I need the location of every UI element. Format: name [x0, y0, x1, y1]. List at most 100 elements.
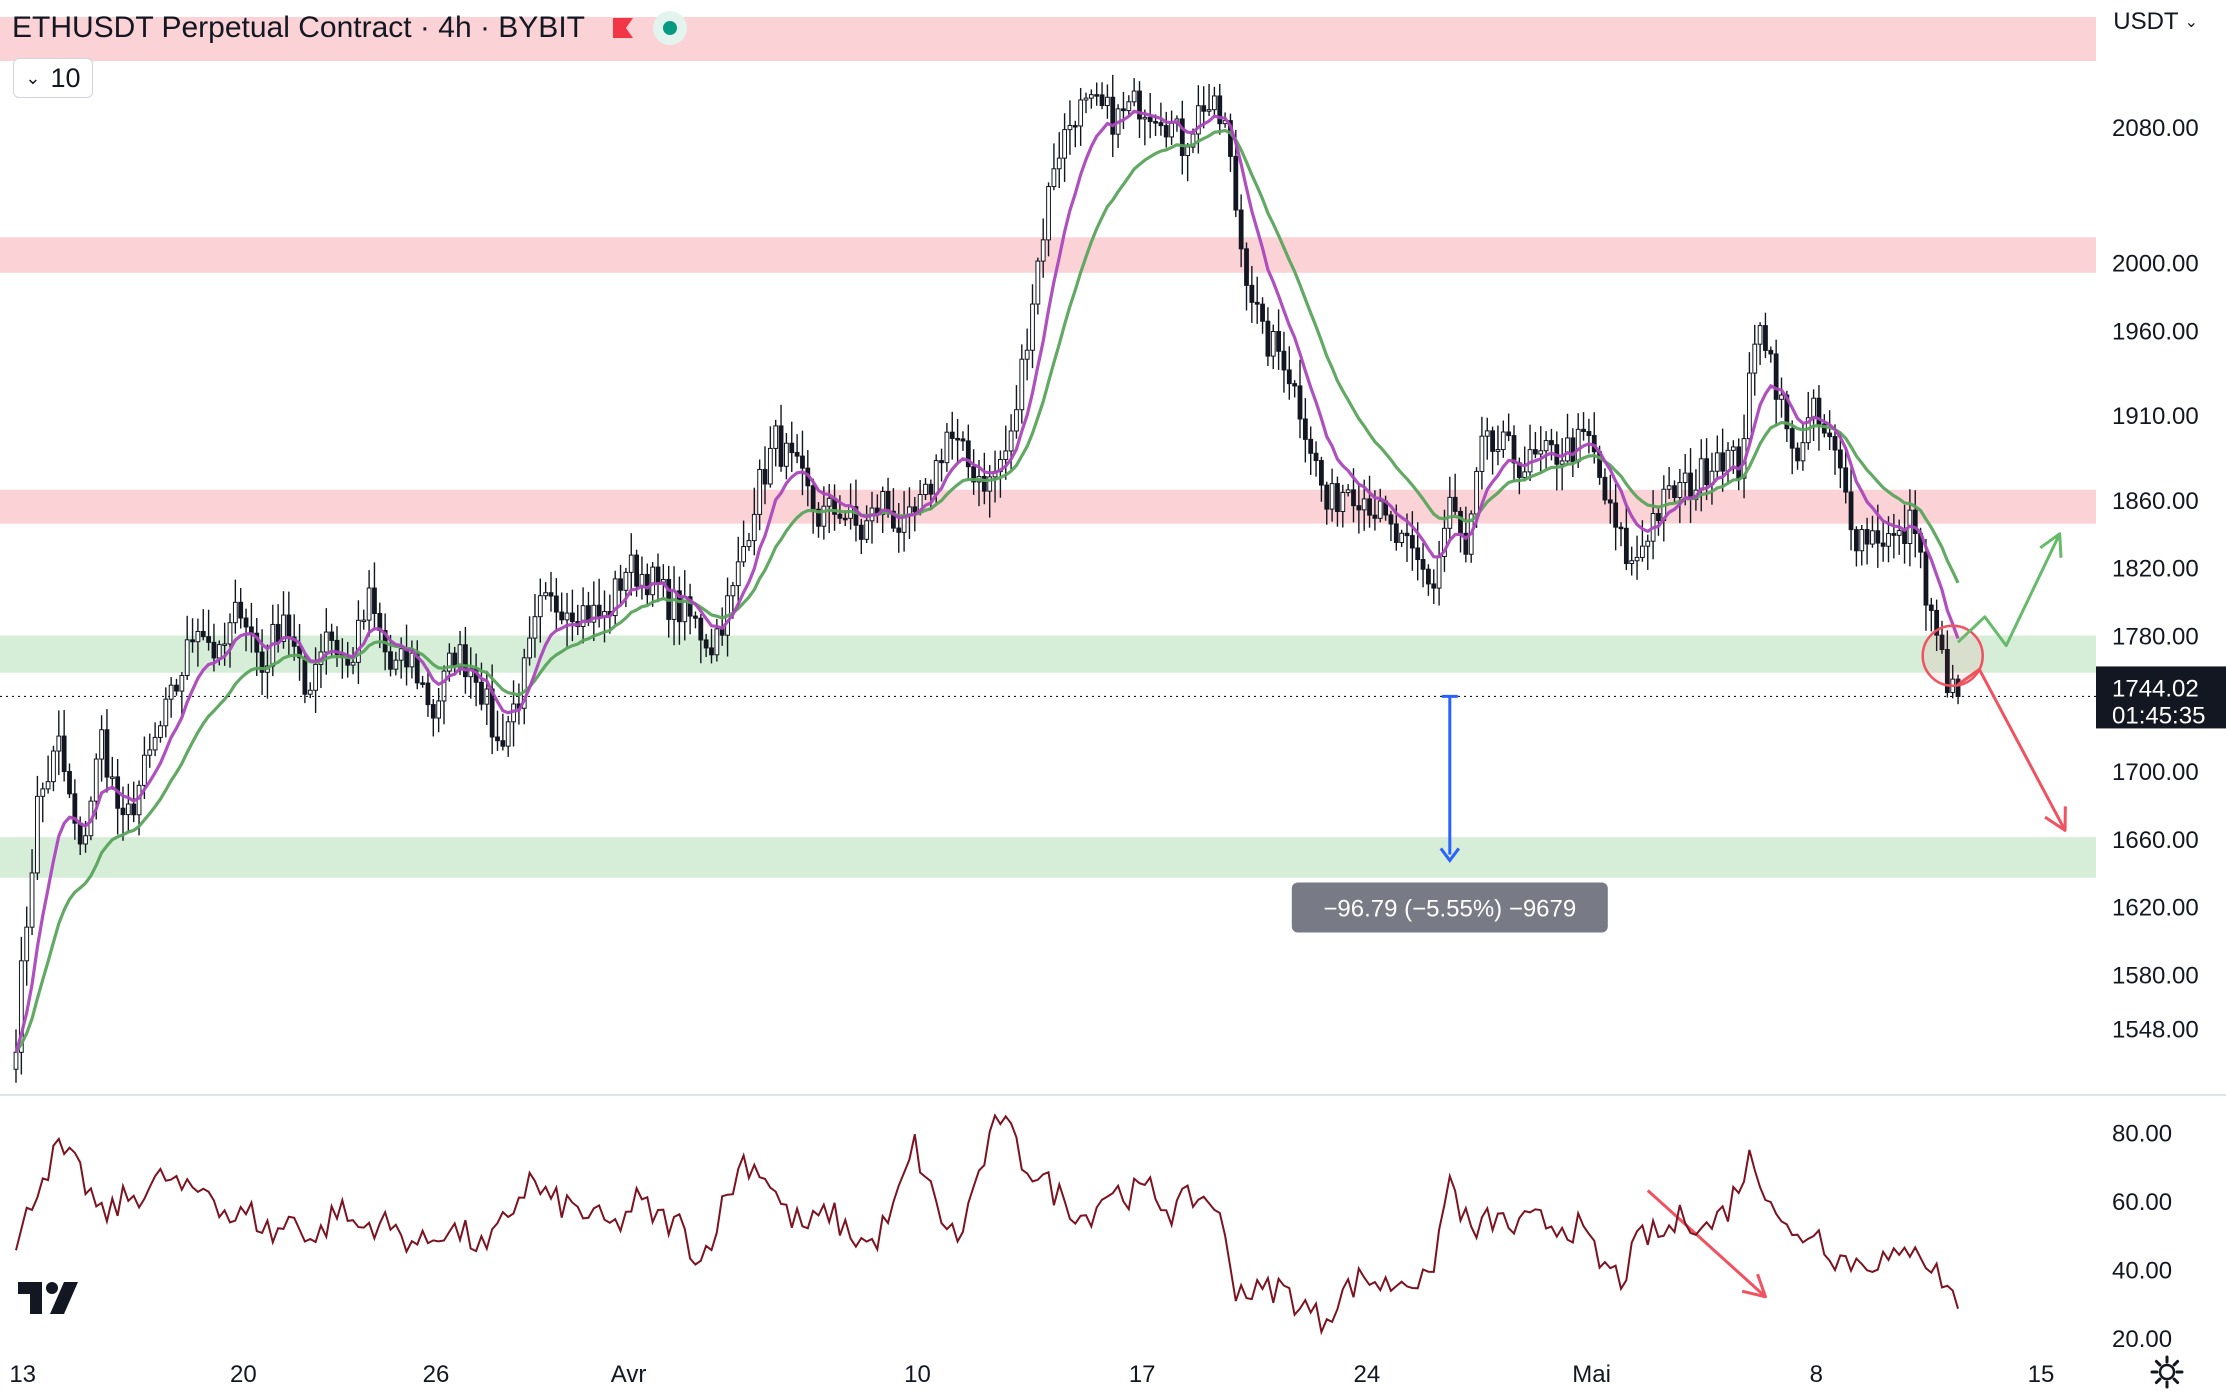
candle-body — [211, 641, 217, 659]
candle-body — [307, 689, 313, 695]
candle-body — [1179, 118, 1185, 157]
candle-body — [623, 571, 629, 591]
candle-body — [1928, 604, 1934, 611]
candle-body — [1575, 428, 1581, 463]
candle-body — [1704, 458, 1709, 486]
price-tick-label: 1660.00 — [2112, 827, 2199, 854]
candle-body — [190, 639, 195, 643]
candle-body — [1238, 209, 1244, 250]
candle-body — [131, 803, 137, 816]
candle-body — [93, 758, 99, 802]
candle-body — [1393, 523, 1399, 544]
gear-icon[interactable] — [2150, 1355, 2184, 1389]
rsi-trend-arrow — [1646, 1189, 1767, 1298]
currency-selector[interactable]: USDT ⌄ — [2113, 8, 2198, 36]
candle-body — [1153, 121, 1158, 124]
projection-down-arrow — [1957, 667, 2067, 832]
candle-body — [1870, 530, 1875, 545]
candle-body — [45, 781, 51, 790]
measure-label: −96.79 (−5.55%) −9679 — [1323, 895, 1576, 922]
support-zone — [0, 635, 2096, 673]
time-tick-label: 24 — [1354, 1361, 1381, 1388]
candle-body — [634, 554, 640, 587]
candle-body — [1730, 446, 1736, 451]
candle-body — [1286, 369, 1292, 385]
candle-body — [677, 590, 682, 623]
candle-body — [1094, 94, 1100, 97]
candle-body — [1436, 555, 1442, 589]
candle-body — [784, 442, 789, 467]
chevron-down-icon: ⌄ — [2184, 14, 2198, 31]
candle-body — [1570, 437, 1576, 463]
candle-body — [1088, 94, 1094, 99]
candle-body — [1586, 431, 1592, 437]
market-status-icon — [652, 11, 687, 45]
candle-body — [543, 592, 549, 597]
candle-body — [751, 513, 757, 542]
candle-body — [13, 1051, 19, 1070]
candle-body — [1035, 260, 1041, 305]
candle-body — [1062, 129, 1067, 159]
candle-body — [142, 754, 147, 786]
candle-body — [1752, 343, 1758, 374]
candle-body — [1613, 502, 1619, 528]
price-tick-label: 1960.00 — [2112, 318, 2199, 345]
candle-body — [1078, 99, 1084, 127]
symbol-title[interactable]: ETHUSDT Perpetual Contract · 4h · BYBIT — [12, 11, 585, 44]
candle-body — [714, 628, 720, 656]
candle-body — [1217, 95, 1223, 125]
candle-body — [334, 639, 340, 655]
tradingview-logo-icon[interactable] — [16, 1278, 80, 1318]
candle-body — [286, 614, 292, 638]
candle-body — [1083, 97, 1089, 101]
candle-body — [366, 587, 372, 621]
candle-body — [195, 630, 201, 643]
time-tick-label: 8 — [1810, 1361, 1823, 1388]
symbol-header[interactable]: ETHUSDT Perpetual Contract · 4h · BYBIT — [12, 8, 687, 48]
candle-body — [243, 617, 249, 628]
candle-body — [1538, 450, 1544, 455]
indicator-legend-toggle[interactable]: ⌄ 10 — [13, 58, 93, 98]
candle-body — [393, 659, 399, 670]
candle-body — [1634, 556, 1640, 562]
candle-body — [1409, 535, 1415, 549]
candle-body — [83, 835, 88, 845]
candle-body — [1185, 146, 1191, 157]
candle-body — [762, 468, 768, 485]
time-axis[interactable]: 13 20 26 Avr 10 17 24 Mai 8 15 — [9, 1361, 2054, 1388]
candle-body — [179, 674, 185, 692]
candle-body — [1014, 409, 1019, 432]
candle-body — [1158, 122, 1164, 127]
candle-body — [816, 508, 821, 527]
candle-body — [778, 425, 784, 467]
last-price-badge — [2096, 666, 2226, 729]
candle-body — [1506, 431, 1512, 437]
candle-body — [72, 793, 78, 824]
price-tick-label: 1700.00 — [2112, 759, 2199, 786]
candle-body — [1308, 438, 1314, 454]
candle-body — [1725, 449, 1731, 472]
price-axis[interactable]: 2080.00 2000.00 1960.00 1910.00 1860.00 1820.… — [0, 115, 2226, 1096]
candle-body — [1195, 105, 1201, 135]
rsi-tick-label: 40.00 — [2112, 1257, 2172, 1284]
candle-body — [709, 647, 714, 656]
candle-body — [168, 684, 174, 700]
candle-body — [912, 506, 918, 513]
candle-body — [1313, 452, 1319, 462]
candle-body — [1137, 90, 1142, 120]
candle-body — [1682, 472, 1688, 483]
candle-body — [1912, 509, 1918, 535]
candle-body — [1618, 526, 1624, 530]
candle-body — [853, 506, 859, 526]
candle-body — [1559, 460, 1565, 465]
candle-body — [275, 623, 281, 642]
flag-icon[interactable] — [611, 16, 635, 40]
candle-body — [842, 517, 848, 521]
candle-body — [1335, 483, 1340, 512]
candle-body — [891, 510, 896, 529]
ema-fast-line — [14, 109, 1960, 1053]
candle-body — [1484, 430, 1490, 437]
candle-body — [323, 631, 329, 653]
candle-body — [1827, 432, 1833, 438]
